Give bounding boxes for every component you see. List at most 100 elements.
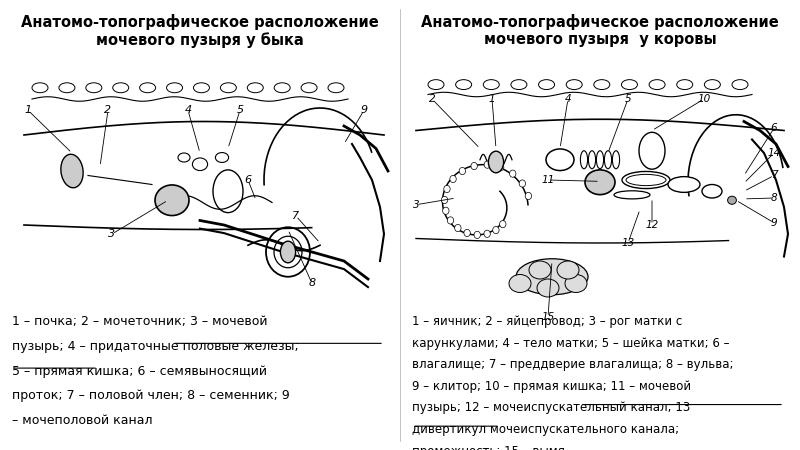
Text: 1 – яичник; 2 – яйцепровод; 3 – рог матки с: 1 – яичник; 2 – яйцепровод; 3 – рог матк… [412,315,682,328]
Text: пузырь; 12 – мочеиспускательный канал; 13: пузырь; 12 – мочеиспускательный канал; 1… [412,401,690,414]
Text: 6: 6 [245,175,251,185]
Ellipse shape [213,170,243,213]
Circle shape [510,170,516,177]
Ellipse shape [605,151,612,169]
Ellipse shape [166,83,182,93]
Text: 8: 8 [770,193,778,203]
Ellipse shape [86,83,102,93]
Text: 14: 14 [767,148,781,158]
Text: 2: 2 [429,94,435,104]
Circle shape [444,185,450,193]
Ellipse shape [622,80,638,90]
Ellipse shape [596,151,604,169]
Ellipse shape [537,279,559,297]
Ellipse shape [155,185,189,216]
Circle shape [442,196,448,203]
Ellipse shape [588,151,595,169]
Ellipse shape [280,241,296,263]
Ellipse shape [538,80,554,90]
Ellipse shape [140,83,156,93]
Ellipse shape [113,83,129,93]
Ellipse shape [565,274,587,292]
Ellipse shape [649,80,665,90]
Ellipse shape [557,261,579,279]
Ellipse shape [677,80,693,90]
Ellipse shape [215,153,229,162]
Text: 9: 9 [770,218,778,228]
Ellipse shape [220,83,236,93]
Circle shape [519,180,526,187]
Text: 12: 12 [646,220,658,230]
Circle shape [474,231,481,239]
Text: проток; 7 – половой член; 8 – семенник; 9: проток; 7 – половой член; 8 – семенник; … [12,389,290,402]
Text: пузырь; 4 – придаточные половые железы;: пузырь; 4 – придаточные половые железы; [12,340,298,353]
Ellipse shape [301,83,317,93]
Text: 5: 5 [237,105,243,115]
Text: 1: 1 [489,94,495,104]
Circle shape [464,230,470,237]
Text: 1: 1 [25,105,31,115]
Circle shape [484,230,490,238]
Ellipse shape [613,151,620,169]
Ellipse shape [622,171,670,189]
Ellipse shape [194,83,210,93]
Ellipse shape [511,80,527,90]
Circle shape [450,176,456,183]
Circle shape [454,225,461,232]
Text: промежность; 15 – вымя: промежность; 15 – вымя [412,445,565,450]
Circle shape [493,226,499,234]
Text: 9 – клитор; 10 – прямая кишка; 11 – мочевой: 9 – клитор; 10 – прямая кишка; 11 – моче… [412,380,691,393]
Text: 2: 2 [105,105,111,115]
Text: 4: 4 [185,105,191,115]
Ellipse shape [704,80,720,90]
Ellipse shape [702,184,722,198]
Text: 5 – прямая кишка; 6 – семявыносящий: 5 – прямая кишка; 6 – семявыносящий [12,364,267,378]
Ellipse shape [488,151,504,173]
Text: – мочеполовой канал: – мочеполовой канал [12,414,153,427]
Circle shape [498,164,504,171]
Ellipse shape [639,132,665,169]
Ellipse shape [585,170,615,194]
Text: 13: 13 [622,238,634,248]
Ellipse shape [61,154,83,188]
Text: 5: 5 [625,94,631,104]
Ellipse shape [566,80,582,90]
Text: 9: 9 [361,105,367,115]
Text: влагалище; 7 – преддверие влагалища; 8 – вульва;: влагалище; 7 – преддверие влагалища; 8 –… [412,358,734,371]
Ellipse shape [483,80,499,90]
Ellipse shape [728,196,736,204]
Circle shape [442,207,449,214]
Text: 3: 3 [109,229,115,239]
Text: 4: 4 [565,94,571,104]
Ellipse shape [59,83,75,93]
Ellipse shape [428,80,444,90]
Ellipse shape [529,261,551,279]
Ellipse shape [247,83,263,93]
Ellipse shape [614,191,650,199]
Ellipse shape [546,149,574,171]
Circle shape [499,220,506,228]
Ellipse shape [732,80,748,90]
Circle shape [459,167,466,175]
Ellipse shape [668,176,700,193]
Ellipse shape [516,259,588,295]
Circle shape [447,217,454,224]
Circle shape [525,192,531,199]
Text: карункулами; 4 – тело матки; 5 – шейка матки; 6 –: карункулами; 4 – тело матки; 5 – шейка м… [412,337,730,350]
Circle shape [471,162,478,170]
Ellipse shape [594,80,610,90]
Ellipse shape [178,153,190,162]
Text: 10: 10 [698,94,710,104]
Ellipse shape [509,274,531,292]
Text: 6: 6 [770,123,778,133]
Ellipse shape [581,151,587,169]
Ellipse shape [456,80,472,90]
Ellipse shape [32,83,48,93]
Text: 7: 7 [770,171,778,180]
Ellipse shape [328,83,344,93]
Text: 1 – почка; 2 – мочеточник; 3 – мочевой: 1 – почка; 2 – мочеточник; 3 – мочевой [12,315,267,328]
Ellipse shape [274,83,290,93]
Ellipse shape [193,158,208,171]
Text: 7: 7 [293,211,299,221]
Text: 11: 11 [542,175,554,185]
